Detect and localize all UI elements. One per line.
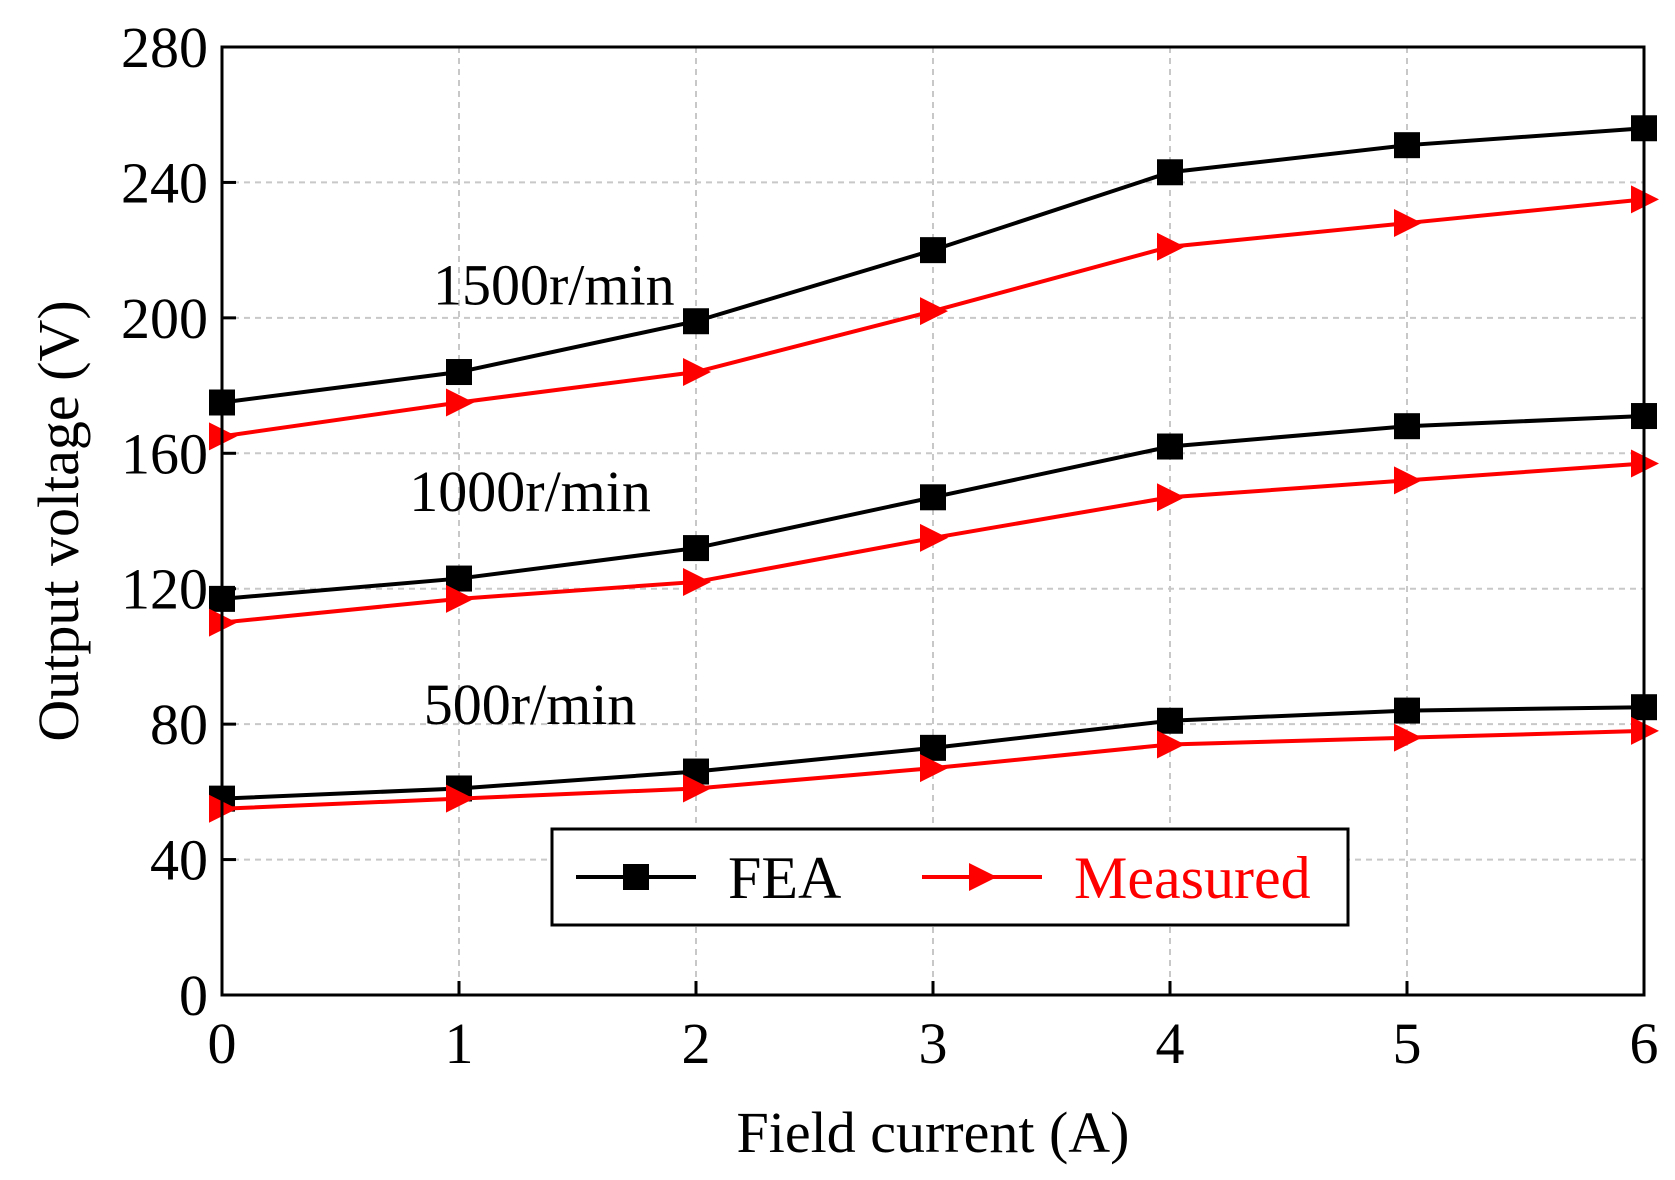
y-tick-label: 280 xyxy=(121,15,208,80)
y-tick-label: 80 xyxy=(150,692,208,757)
legend-label: Measured xyxy=(1074,845,1311,911)
data-point xyxy=(1394,466,1422,495)
data-point xyxy=(1157,707,1183,734)
y-tick-label: 240 xyxy=(121,150,208,215)
y-tick-label: 120 xyxy=(121,557,208,622)
data-point xyxy=(446,584,474,613)
y-tick-label: 200 xyxy=(121,286,208,351)
data-point xyxy=(1157,159,1183,186)
data-point xyxy=(1394,413,1420,440)
series-measured-500r-min xyxy=(209,716,1659,823)
curve-annotation: 1500r/min xyxy=(433,252,675,317)
data-point xyxy=(446,784,474,813)
legend-marker xyxy=(623,864,649,890)
x-tick-label: 1 xyxy=(445,1011,474,1076)
data-point xyxy=(1157,730,1185,759)
y-tick-label: 160 xyxy=(121,421,208,486)
data-point xyxy=(1157,232,1185,261)
data-point xyxy=(683,308,709,335)
x-tick-label: 6 xyxy=(1630,1011,1659,1076)
y-tick-label: 0 xyxy=(179,963,208,1028)
legend-label: FEA xyxy=(728,845,841,911)
data-point xyxy=(1394,132,1420,159)
x-axis-title: Field current (A) xyxy=(737,1100,1130,1165)
series-fea-1500r-min xyxy=(209,115,1657,416)
legend: FEA Measured xyxy=(550,827,1350,927)
annotations: 1500r/min 1000r/min 500r/min xyxy=(409,252,674,737)
data-point xyxy=(683,567,711,596)
x-tick-label: 2 xyxy=(682,1011,711,1076)
data-point xyxy=(920,237,946,264)
data-point xyxy=(1394,697,1420,724)
series-measured-1000r-min xyxy=(209,449,1659,637)
ticks: 0 1 2 3 4 5 6 0 40 80 120 160 200 240 280 xyxy=(121,15,1659,1076)
x-tick-label: 5 xyxy=(1393,1011,1422,1076)
x-tick-label: 3 xyxy=(919,1011,948,1076)
data-point xyxy=(446,359,472,386)
data-point xyxy=(1157,433,1183,460)
x-tick-label: 4 xyxy=(1156,1011,1185,1076)
data-point xyxy=(1394,209,1422,238)
series-layer xyxy=(209,115,1659,823)
data-point xyxy=(1157,483,1185,512)
data-point xyxy=(683,774,711,803)
data-point xyxy=(1394,723,1422,752)
x-tick-label: 0 xyxy=(208,1011,237,1076)
y-tick-label: 40 xyxy=(150,828,208,893)
data-point xyxy=(683,535,709,562)
data-point xyxy=(920,484,946,511)
data-point xyxy=(446,388,474,417)
data-point xyxy=(920,297,948,326)
y-axis-title: Output voltage (V) xyxy=(26,300,91,741)
curve-annotation: 1000r/min xyxy=(409,459,651,524)
data-point xyxy=(683,358,711,387)
curve-annotation: 500r/min xyxy=(424,672,637,737)
data-point xyxy=(920,523,948,552)
legend-marker xyxy=(969,863,997,891)
series-measured-1500r-min xyxy=(209,185,1659,451)
data-point xyxy=(920,754,948,783)
